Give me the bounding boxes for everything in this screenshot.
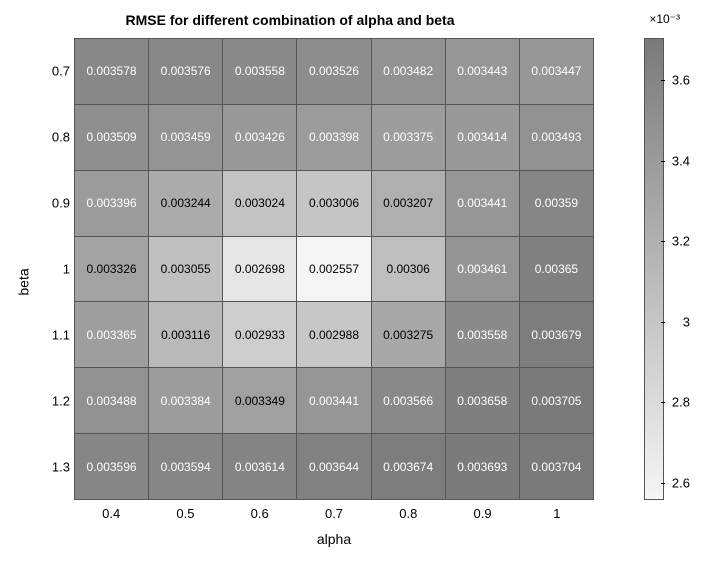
x-tick: 0.5 — [176, 506, 194, 521]
heatmap-cell: 0.002557 — [297, 236, 371, 302]
heatmap-cell: 0.003396 — [75, 170, 149, 236]
heatmap-cell: 0.002698 — [223, 236, 297, 302]
colorbar-tick: 3 — [683, 314, 690, 329]
colorbar — [644, 38, 664, 500]
colorbar-tick: 2.6 — [672, 475, 690, 490]
heatmap-cell: 0.003365 — [75, 302, 149, 368]
heatmap-cell: 0.003024 — [223, 170, 297, 236]
colorbar-exponent: ×10⁻³ — [649, 12, 680, 26]
heatmap-grid: 0.0035780.0035760.0035580.0035260.003482… — [74, 38, 594, 500]
heatmap-cell: 0.003644 — [297, 434, 371, 500]
heatmap-cell: 0.002988 — [297, 302, 371, 368]
heatmap-cell: 0.003488 — [75, 368, 149, 434]
heatmap-cell: 0.003398 — [297, 104, 371, 170]
heatmap-cell: 0.003275 — [371, 302, 445, 368]
heatmap-cell: 0.003443 — [445, 39, 519, 105]
heatmap-cell: 0.003414 — [445, 104, 519, 170]
heatmap-cell: 0.003509 — [75, 104, 149, 170]
heatmap-cell: 0.003658 — [445, 368, 519, 434]
colorbar-tick-mark — [661, 322, 665, 323]
heatmap-cell: 0.002933 — [223, 302, 297, 368]
y-tick: 0.7 — [44, 64, 70, 79]
heatmap-cell: 0.003705 — [519, 368, 593, 434]
x-tick: 1 — [553, 506, 560, 521]
heatmap-cell: 0.003558 — [223, 39, 297, 105]
colorbar-tick: 3.2 — [672, 234, 690, 249]
colorbar-tick: 2.8 — [672, 395, 690, 410]
heatmap-cell: 0.003447 — [519, 39, 593, 105]
y-tick: 1.1 — [44, 328, 70, 343]
y-tick: 0.9 — [44, 196, 70, 211]
heatmap-cell: 0.003426 — [223, 104, 297, 170]
y-tick: 1.2 — [44, 394, 70, 409]
heatmap-cell: 0.003349 — [223, 368, 297, 434]
heatmap-cell: 0.003055 — [149, 236, 223, 302]
heatmap-cell: 0.003375 — [371, 104, 445, 170]
heatmap-cell: 0.00306 — [371, 236, 445, 302]
heatmap-cell: 0.003326 — [75, 236, 149, 302]
colorbar-tick-mark — [661, 80, 665, 81]
colorbar-tick-mark — [661, 402, 665, 403]
y-tick: 1 — [44, 262, 70, 277]
heatmap-cell: 0.003576 — [149, 39, 223, 105]
colorbar-tick: 3.4 — [672, 153, 690, 168]
heatmap-cell: 0.003566 — [371, 368, 445, 434]
x-tick: 0.4 — [102, 506, 120, 521]
x-tick: 0.6 — [251, 506, 269, 521]
heatmap-cell: 0.00365 — [519, 236, 593, 302]
heatmap-cell: 0.003679 — [519, 302, 593, 368]
heatmap-cell: 0.003493 — [519, 104, 593, 170]
heatmap-cell: 0.003384 — [149, 368, 223, 434]
heatmap-cell: 0.003594 — [149, 434, 223, 500]
colorbar-tick: 3.6 — [672, 73, 690, 88]
heatmap-cell: 0.003526 — [297, 39, 371, 105]
heatmap-cell: 0.003441 — [445, 170, 519, 236]
colorbar-tick-mark — [661, 161, 665, 162]
heatmap-cell: 0.003459 — [149, 104, 223, 170]
colorbar-tick-mark — [661, 241, 665, 242]
x-tick: 0.8 — [399, 506, 417, 521]
y-tick: 1.3 — [44, 460, 70, 475]
heatmap-cell: 0.003614 — [223, 434, 297, 500]
heatmap-cell: 0.003482 — [371, 39, 445, 105]
heatmap-cell: 0.003441 — [297, 368, 371, 434]
heatmap-cell: 0.003693 — [445, 434, 519, 500]
chart-title: RMSE for different combination of alpha … — [0, 12, 580, 28]
heatmap-cell: 0.003578 — [75, 39, 149, 105]
heatmap-cell: 0.003596 — [75, 434, 149, 500]
heatmap-cell: 0.00359 — [519, 170, 593, 236]
heatmap-cell: 0.003116 — [149, 302, 223, 368]
x-axis-label: alpha — [74, 531, 594, 547]
x-tick: 0.7 — [325, 506, 343, 521]
heatmap-cell: 0.003461 — [445, 236, 519, 302]
heatmap-cell: 0.003207 — [371, 170, 445, 236]
colorbar-tick-mark — [661, 483, 665, 484]
heatmap-cell: 0.003674 — [371, 434, 445, 500]
figure: RMSE for different combination of alpha … — [0, 0, 708, 563]
y-tick: 0.8 — [44, 130, 70, 145]
heatmap-cell: 0.003244 — [149, 170, 223, 236]
heatmap-cell: 0.003704 — [519, 434, 593, 500]
x-tick: 0.9 — [474, 506, 492, 521]
heatmap-area: 0.0035780.0035760.0035580.0035260.003482… — [74, 38, 594, 500]
heatmap-cell: 0.003558 — [445, 302, 519, 368]
y-axis-label: beta — [16, 268, 32, 295]
heatmap-cell: 0.003006 — [297, 170, 371, 236]
